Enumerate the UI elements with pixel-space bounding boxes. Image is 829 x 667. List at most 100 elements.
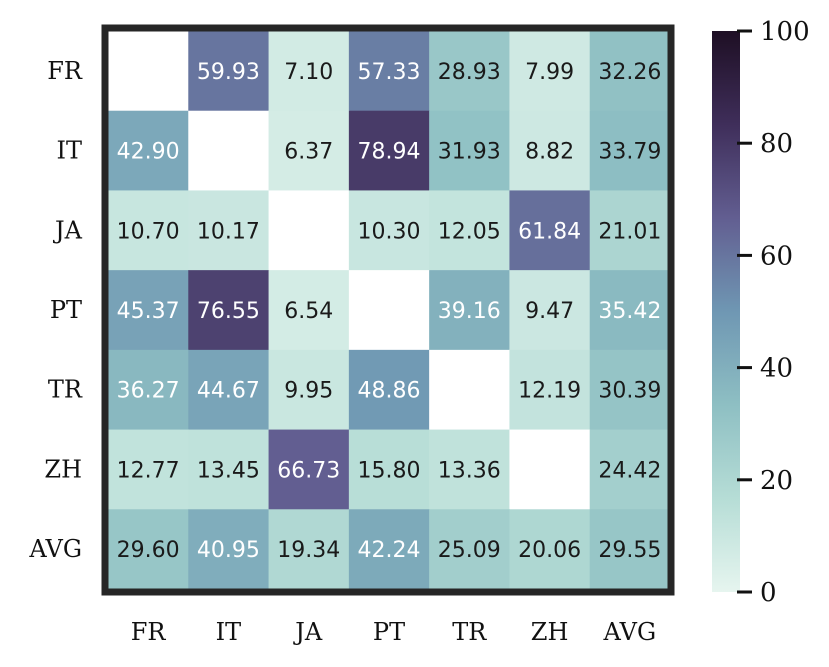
heatmap-cell	[509, 270, 591, 351]
heatmap-cell-label: 29.60	[117, 538, 180, 563]
x-tick-label: IT	[216, 618, 242, 646]
heatmap-cell	[268, 509, 350, 590]
heatmap-cell-label: 39.16	[438, 299, 501, 324]
heatmap-cell-label: 30.39	[598, 379, 661, 404]
x-tick-label: FR	[131, 618, 167, 646]
x-tick-label: PT	[373, 618, 405, 646]
heatmap-cell	[589, 429, 671, 510]
heatmap-cell-label: 78.94	[358, 140, 421, 165]
heatmap-frame	[101, 24, 675, 596]
colorbar-tick-label: 20	[760, 466, 793, 496]
heatmap-cell-label: 10.17	[197, 219, 260, 244]
heatmap-cells	[108, 31, 671, 590]
heatmap-cell-label: 45.37	[117, 299, 180, 324]
heatmap-cell	[589, 31, 671, 112]
heatmap-cell-label: 35.42	[598, 299, 661, 324]
heatmap-cell	[429, 509, 511, 590]
heatmap-cell-label: 28.93	[438, 60, 501, 85]
y-tick-label: IT	[57, 137, 83, 165]
heatmap-cell	[108, 270, 189, 351]
heatmap-cell	[348, 190, 430, 271]
heatmap-cell	[268, 110, 350, 192]
heatmap-cell	[429, 349, 511, 431]
heatmap-cell	[348, 429, 430, 510]
heatmap-cell	[509, 349, 591, 431]
heatmap-cell	[188, 349, 270, 431]
heatmap-cell-label: 76.55	[197, 299, 260, 324]
heatmap-cell	[429, 270, 511, 351]
heatmap-cell	[108, 31, 189, 112]
heatmap-cell	[268, 270, 350, 351]
heatmap-cell-label: 6.54	[284, 299, 333, 324]
heatmap-cell	[108, 509, 189, 590]
heatmap-cell-label: 13.45	[197, 458, 260, 483]
x-tick-label: TR	[452, 618, 487, 646]
colorbar-ticks: 0 20 40 60 80 100	[737, 17, 810, 608]
heatmap-cell-label: 59.93	[197, 60, 260, 85]
heatmap-cell-label: 32.26	[598, 60, 661, 85]
x-axis-tick-labels: FR IT JA PT TR ZH AVG	[131, 618, 656, 646]
heatmap-cell	[188, 509, 270, 590]
y-tick-label: TR	[48, 376, 83, 404]
heatmap-cell	[509, 509, 591, 590]
colorbar-tick-label: 100	[760, 17, 810, 47]
heatmap-cell-label: 20.06	[518, 538, 581, 563]
y-tick-label: ZH	[44, 455, 82, 483]
colorbar-tick-label: 80	[760, 129, 793, 159]
heatmap-cell-label: 21.01	[598, 219, 661, 244]
heatmap-cell	[509, 110, 591, 192]
heatmap-cell	[429, 190, 511, 271]
heatmap-cell-label: 66.73	[277, 458, 340, 483]
heatmap-cell-label: 25.09	[438, 538, 501, 563]
heatmap-cell	[348, 110, 430, 192]
heatmap-cell-label: 15.80	[358, 458, 421, 483]
heatmap-cell-label: 33.79	[598, 140, 661, 165]
heatmap-cell	[268, 429, 350, 510]
heatmap-cell-label: 61.84	[518, 219, 581, 244]
heatmap-cell-label: 10.30	[358, 219, 421, 244]
heatmap-cell	[108, 429, 189, 510]
heatmap-cell	[268, 349, 350, 431]
heatmap-cell-label: 6.37	[284, 140, 333, 165]
heatmap-cell-label: 57.33	[358, 60, 421, 85]
heatmap-cell-label: 9.95	[284, 379, 333, 404]
heatmap-cell	[589, 349, 671, 431]
heatmap-cell	[509, 31, 591, 112]
heatmap-cell-label: 8.82	[525, 140, 574, 165]
x-tick-label: ZH	[531, 618, 569, 646]
heatmap-cell-label: 42.24	[358, 538, 421, 563]
heatmap-cell-label: 24.42	[598, 458, 661, 483]
heatmap-cell	[188, 190, 270, 271]
heatmap-cell-label: 42.90	[117, 140, 180, 165]
heatmap-cell-label: 31.93	[438, 140, 501, 165]
colorbar-tick-label: 40	[760, 354, 793, 384]
y-tick-label: PT	[50, 296, 82, 324]
heatmap-cell	[348, 349, 430, 431]
heatmap-cell	[188, 429, 270, 510]
y-tick-label: AVG	[28, 535, 82, 563]
heatmap-cell	[108, 349, 189, 431]
heatmap-cell	[348, 270, 430, 351]
colorbar-tick-label: 0	[760, 578, 777, 608]
heatmap-cell	[188, 31, 270, 112]
heatmap-cell	[589, 509, 671, 590]
colorbar-tick-label: 60	[760, 241, 793, 271]
heatmap-cell-label: 12.19	[518, 379, 581, 404]
heatmap-cell	[188, 110, 270, 192]
heatmap-cell	[589, 190, 671, 271]
heatmap-cell	[108, 190, 189, 271]
heatmap-cell	[509, 429, 591, 510]
heatmap-cell-label: 40.95	[197, 538, 260, 563]
heatmap-cell	[348, 31, 430, 112]
x-tick-label: AVG	[603, 618, 657, 646]
heatmap-cell	[348, 509, 430, 590]
x-tick-label: JA	[292, 618, 323, 646]
heatmap-cell-label: 12.05	[438, 219, 501, 244]
heatmap-cell-label: 44.67	[197, 379, 260, 404]
heatmap-cell	[268, 190, 350, 271]
heatmap-cell-label: 7.10	[284, 60, 333, 85]
heatmap-cell	[589, 270, 671, 351]
heatmap-value-labels: 59.93 7.10 57.33 28.93 7.99 32.26 42.90 6.37 78.…	[117, 60, 662, 563]
heatmap-cell	[429, 429, 511, 510]
